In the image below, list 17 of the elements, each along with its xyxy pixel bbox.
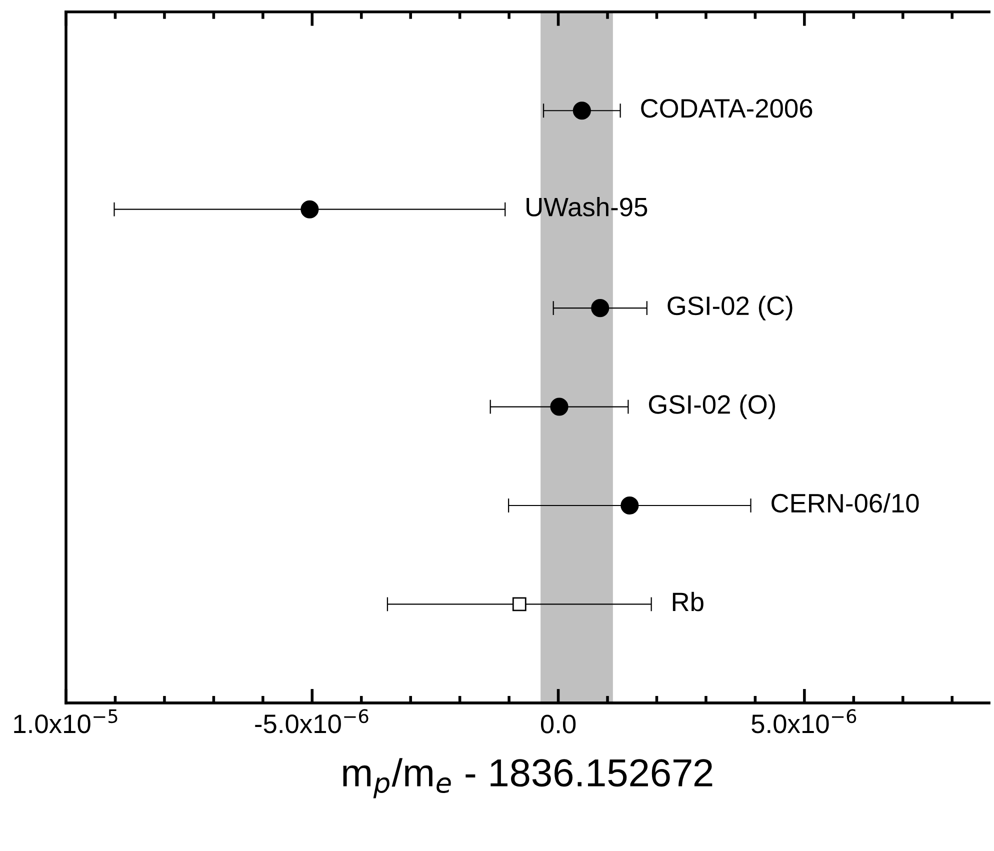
point xyxy=(572,102,591,120)
y-tick-label: Rb xyxy=(672,592,704,612)
y-tick-label: UWash-95 xyxy=(526,197,648,216)
y-tick-label: CODATA-2006 xyxy=(641,99,812,118)
x-tick-label: -5.0x10$^{−6}$ xyxy=(255,709,368,734)
point xyxy=(300,200,319,218)
x-tick-label: 5.0x10$^{−6}$ xyxy=(752,709,856,734)
x-axis-title: m$_{p}$/m$_{e}$ - 1836.152672 xyxy=(343,758,712,798)
x-tick-label: 1.0x10$^{−5}$ xyxy=(14,709,118,734)
point xyxy=(550,398,568,416)
point xyxy=(591,299,610,318)
y-tick-label: GSI-02 (O) xyxy=(648,394,776,420)
point xyxy=(620,496,639,515)
y-tick-label: GSI-02 (C) xyxy=(668,296,792,320)
point xyxy=(512,597,526,612)
x-tick-label: 0.0 xyxy=(540,714,576,734)
y-tick-label: CERN-06/10 xyxy=(772,493,919,513)
